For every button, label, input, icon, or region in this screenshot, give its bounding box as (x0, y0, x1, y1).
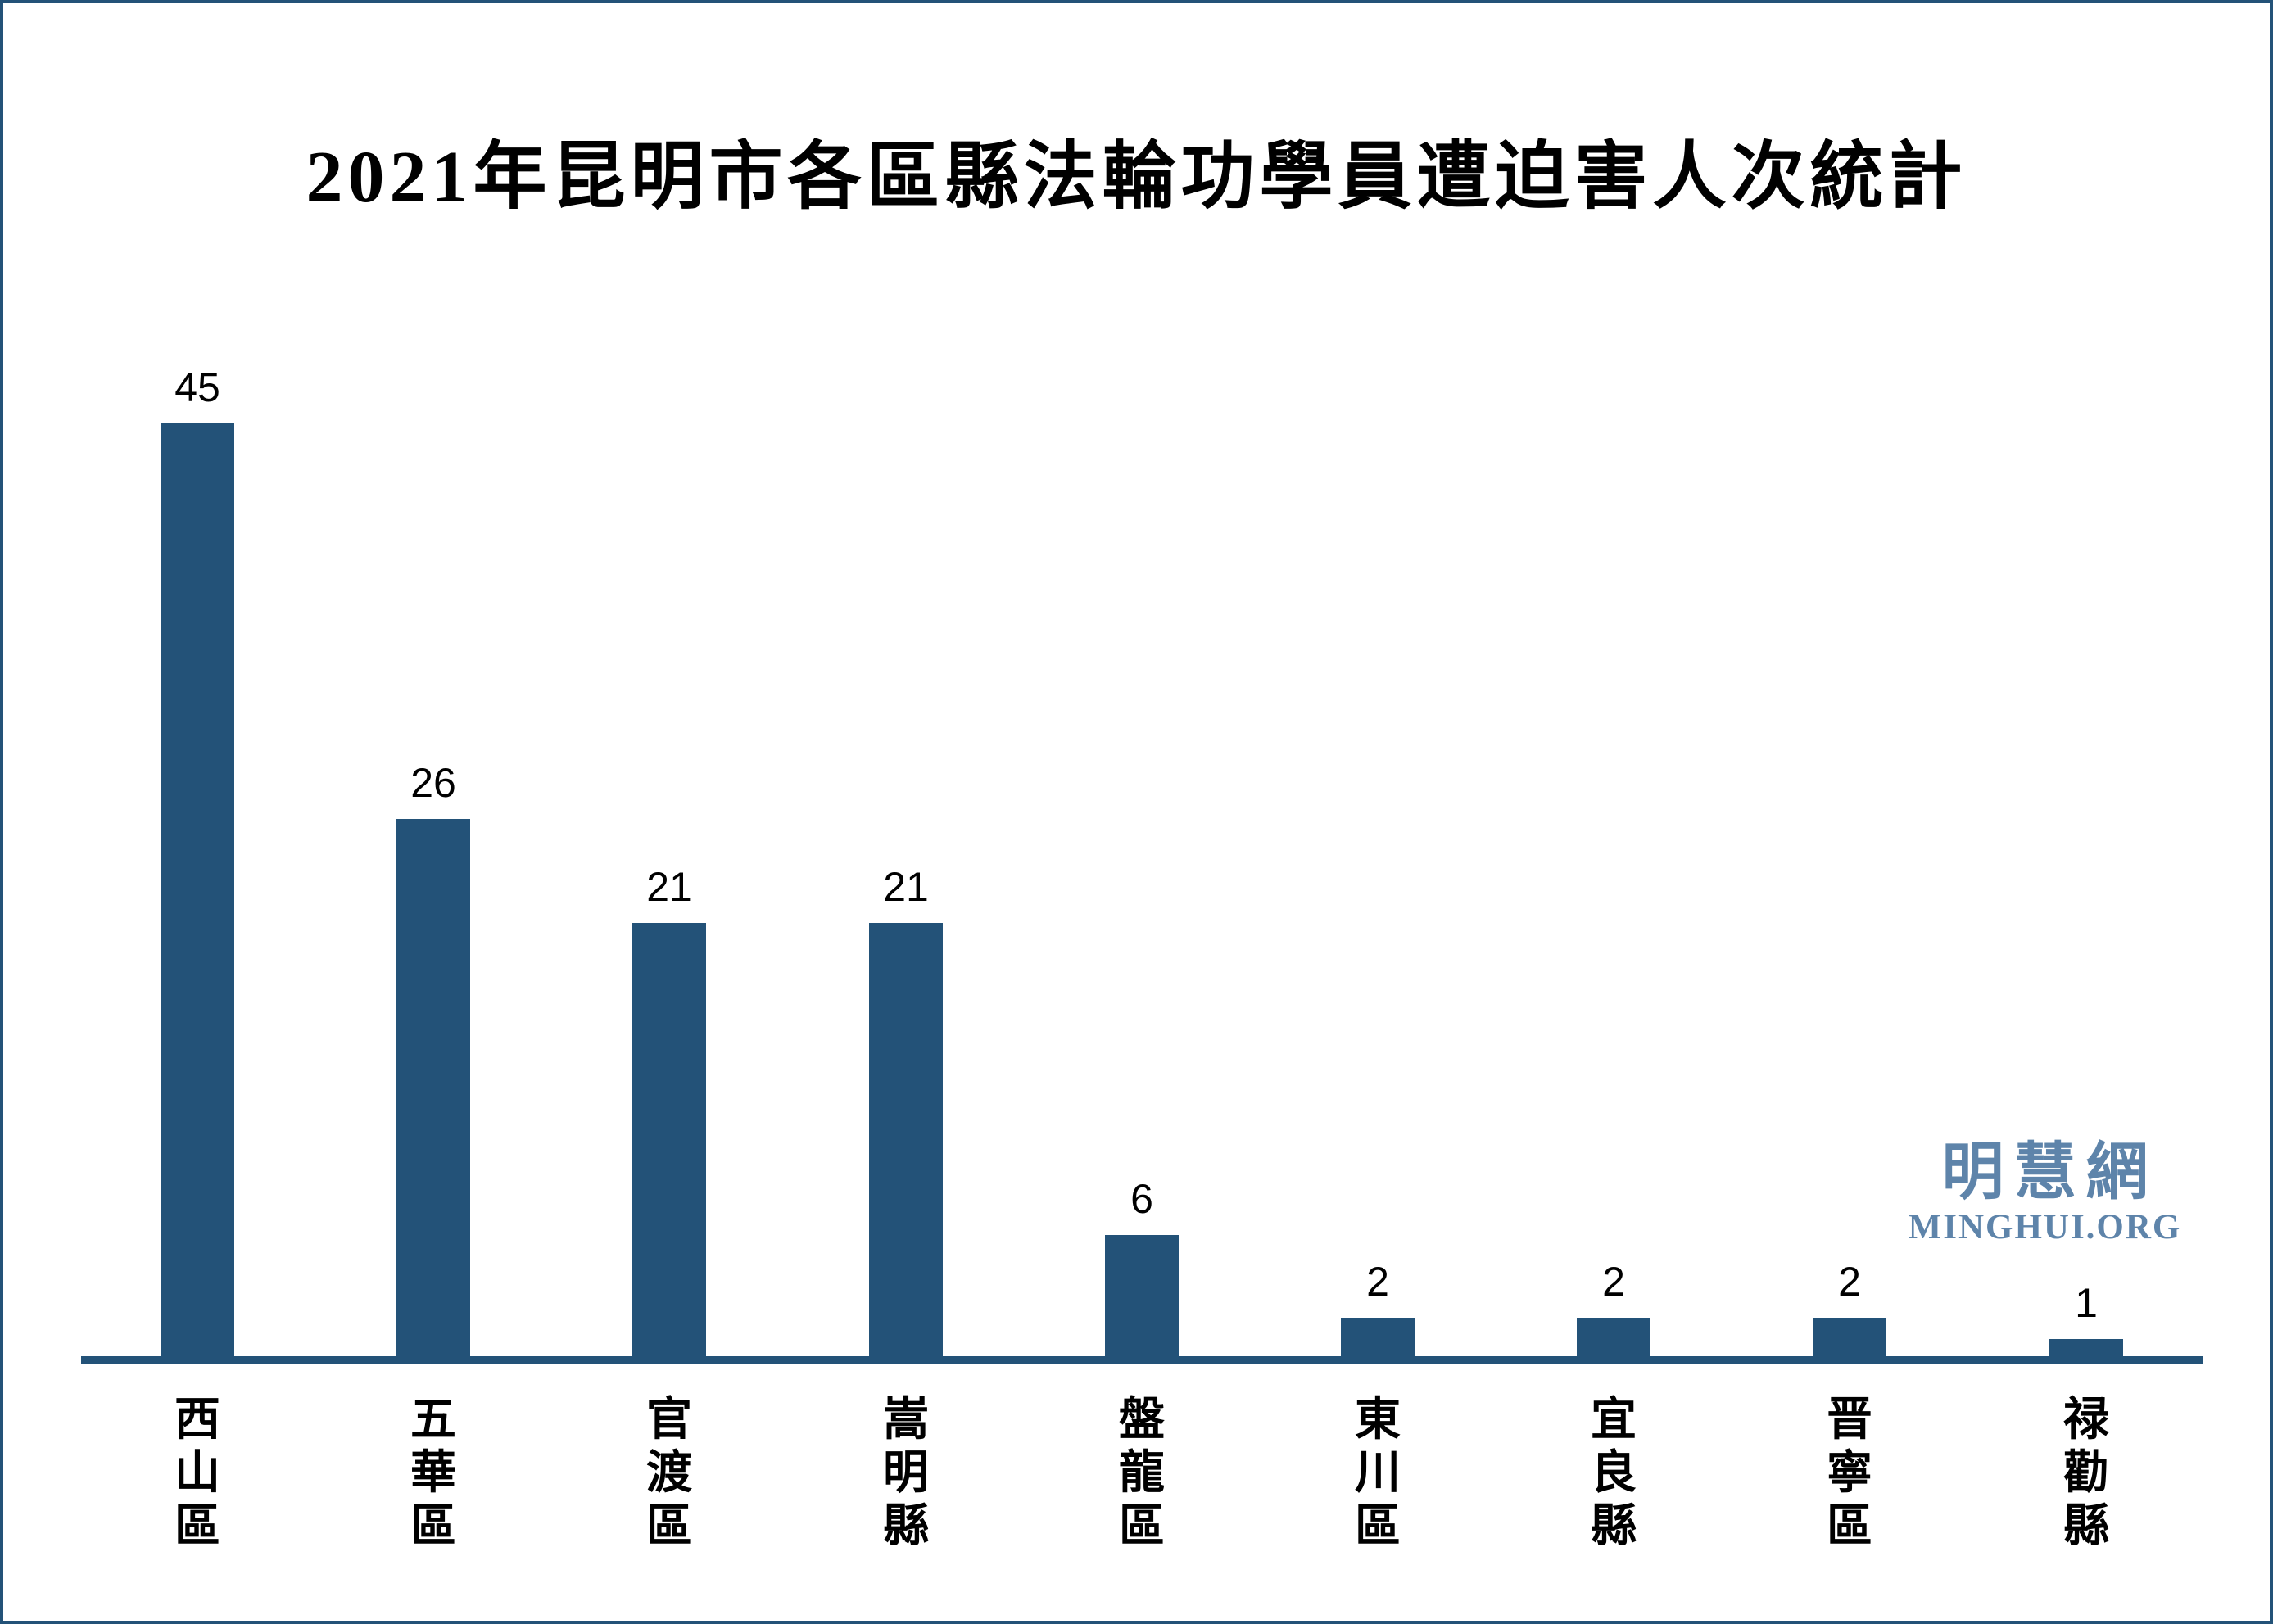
bar-value-label: 2 (1602, 1259, 1625, 1305)
bar-value-label: 1 (2075, 1280, 2098, 1326)
bar (2049, 1339, 2123, 1359)
bar (869, 923, 943, 1359)
minghui-watermark-url: MINGHUI.ORG (1908, 1208, 2182, 1246)
category-label: 禄勸縣 (2063, 1395, 2109, 1552)
category-label: 官渡區 (646, 1395, 692, 1552)
bar-value-label: 21 (646, 864, 692, 910)
bar-chart-plot-area: 45 西山區 26 五華區 21 官渡區 21 嵩明縣 6 盤龍區 2 東川區 2 宜良縣 2 晋寧區 1 禄勸縣 (3, 3, 2270, 1621)
bar-value-label: 45 (174, 364, 220, 410)
category-label: 西山區 (174, 1395, 220, 1552)
bar-value-label: 21 (883, 864, 929, 910)
chart-title: 2021年昆明市各區縣法輪功學員遭迫害人次統計 (306, 137, 1967, 218)
minghui-watermark-cjk: 明慧網 (1941, 1138, 2158, 1207)
bar-value-label: 2 (1838, 1259, 1861, 1305)
bar (396, 819, 470, 1359)
minghui-watermark: 明慧網 MINGHUI.ORG (1904, 1140, 2186, 1246)
bar-value-label: 2 (1366, 1259, 1389, 1305)
bar-value-label: 6 (1130, 1176, 1153, 1222)
category-label: 嵩明縣 (883, 1395, 929, 1552)
x-axis-line (81, 1356, 2203, 1364)
bar-value-label: 26 (410, 760, 456, 806)
category-label: 盤龍區 (1119, 1395, 1165, 1552)
category-label: 東川區 (1355, 1395, 1401, 1552)
bar (161, 423, 234, 1359)
bar (1813, 1318, 1886, 1359)
bar (1341, 1318, 1415, 1359)
category-label: 五華區 (410, 1395, 456, 1552)
bar (1577, 1318, 1650, 1359)
bar (1105, 1235, 1179, 1359)
category-label: 宜良縣 (1591, 1395, 1637, 1552)
bar (632, 923, 706, 1359)
category-label: 晋寧區 (1827, 1395, 1872, 1552)
